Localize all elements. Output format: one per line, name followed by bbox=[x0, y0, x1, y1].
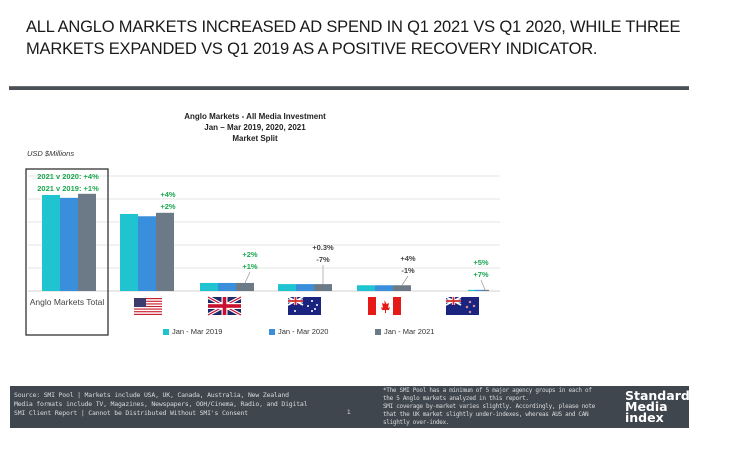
legend-item-2020: Jan - Mar 2020 bbox=[269, 327, 328, 336]
legend-item-2021: Jan - Mar 2021 bbox=[375, 327, 434, 336]
footer-band: Source: SMI Pool | Markets include USA, … bbox=[10, 386, 690, 428]
annotation-canada-line-1: +4% bbox=[400, 254, 416, 263]
footer-source-line-2: Media formats include TV, Magazines, New… bbox=[14, 400, 308, 408]
bar-australia-2019 bbox=[278, 284, 296, 291]
annotation-uk-line-1: +2% bbox=[242, 250, 258, 259]
annotation-new-zealand-line-2: +7% bbox=[473, 270, 489, 279]
headline-line-2: MARKETS EXPANDED VS Q1 2019 AS A POSITIV… bbox=[26, 40, 598, 58]
annotation-leader-line bbox=[244, 271, 251, 284]
x-label-anglo-markets-total: Anglo Markets Total bbox=[30, 297, 105, 307]
chart-title-line-3: Market Split bbox=[232, 134, 278, 143]
legend-swatch-2020 bbox=[269, 328, 275, 335]
bar-canada-2021 bbox=[393, 285, 411, 291]
annotation-australia-line-2: -7% bbox=[316, 255, 330, 264]
bar-anglo-markets-total-2019 bbox=[42, 194, 60, 291]
bar-anglo-markets-total-2020 bbox=[60, 197, 78, 291]
bar-usa-2021 bbox=[156, 212, 174, 291]
logo-line-1: Standard bbox=[625, 388, 690, 403]
bar-canada-2019 bbox=[357, 285, 375, 291]
annotation-leader-line bbox=[480, 279, 486, 290]
footer-source-line-1: Source: SMI Pool | Markets include USA, … bbox=[14, 391, 289, 399]
bar-uk-2021 bbox=[236, 282, 254, 291]
bar-australia-2020 bbox=[296, 284, 314, 291]
chart-title: Anglo Markets - All Media Investment Jan… bbox=[130, 111, 380, 144]
logo-line-2: Media bbox=[625, 399, 668, 414]
annotation-new-zealand-line-1: +5% bbox=[473, 258, 489, 267]
legend-swatch-2021 bbox=[375, 328, 381, 335]
bar-new-zealand-2021 bbox=[482, 289, 489, 291]
chart-title-line-1: Anglo Markets - All Media Investment bbox=[184, 112, 326, 121]
y-axis-unit-label: USD $Millions bbox=[27, 149, 75, 158]
smi-logo: Standard Media index bbox=[625, 388, 690, 425]
legend-label-2019: Jan - Mar 2019 bbox=[172, 327, 223, 336]
annotation-usa-line-1: +4% bbox=[160, 190, 176, 199]
footer-note: *The SMI Pool has a minimum of 5 major a… bbox=[383, 387, 625, 427]
logo-line-3: index bbox=[625, 410, 664, 425]
bar-new-zealand-2020 bbox=[475, 289, 482, 291]
new-zealand-flag-icon bbox=[445, 296, 479, 315]
legend-label-2021: Jan - Mar 2021 bbox=[384, 327, 435, 336]
headline-line-1: ALL ANGLO MARKETS INCREASED AD SPEND IN … bbox=[26, 18, 681, 36]
annotation-anglo-markets-total-line-1: 2021 v 2020: +4% bbox=[37, 172, 99, 181]
annotation-anglo-markets-total-line-2: 2021 v 2019: +1% bbox=[37, 184, 99, 193]
bar-canada-2020 bbox=[375, 285, 393, 291]
footer-note-line-5: slightly over-index. bbox=[383, 419, 450, 426]
legend-label-2020: Jan - Mar 2020 bbox=[278, 327, 329, 336]
page-number: 1 bbox=[347, 409, 351, 416]
legend-item-2019: Jan - Mar 2019 bbox=[163, 327, 222, 336]
annotation-australia-line-1: +0.3% bbox=[312, 243, 334, 252]
bar-anglo-markets-total-2021 bbox=[78, 193, 96, 291]
annotation-canada-line-2: -1% bbox=[401, 266, 415, 275]
footer-note-line-3: SMI coverage by-market varies slightly. … bbox=[383, 403, 595, 410]
bar-new-zealand-2019 bbox=[468, 289, 475, 291]
australia-flag-icon bbox=[287, 296, 321, 315]
bar-usa-2019 bbox=[120, 213, 138, 291]
footer-note-line-4: that the UK market slightly under-indexe… bbox=[383, 411, 589, 418]
canada-flag-icon bbox=[368, 297, 401, 315]
chart-title-line-2: Jan – Mar 2019, 2020, 2021 bbox=[204, 123, 306, 132]
bar-usa-2020 bbox=[138, 216, 156, 291]
highlight-box-anglo-total bbox=[25, 168, 109, 336]
footer-source: Source: SMI Pool | Markets include USA, … bbox=[14, 391, 308, 418]
header-divider bbox=[9, 86, 689, 90]
annotation-uk-line-2: +1% bbox=[242, 262, 258, 271]
footer-note-line-2: the 5 Anglo markets analyzed in this rep… bbox=[383, 395, 529, 402]
slide-headline: ALL ANGLO MARKETS INCREASED AD SPEND IN … bbox=[26, 16, 706, 60]
annotation-usa-line-2: +2% bbox=[160, 202, 176, 211]
uk-flag-icon bbox=[207, 295, 242, 317]
annotation-leader-line bbox=[401, 275, 409, 286]
bar-uk-2020 bbox=[218, 282, 236, 291]
bar-uk-2019 bbox=[200, 282, 218, 291]
usa-flag-icon bbox=[134, 298, 162, 315]
bar-australia-2021 bbox=[314, 284, 332, 291]
legend-swatch-2019 bbox=[163, 328, 169, 335]
footer-source-line-3: SMI Client Report | Cannot be Distribute… bbox=[14, 409, 248, 417]
footer-note-line-1: *The SMI Pool has a minimum of 5 major a… bbox=[383, 387, 592, 394]
